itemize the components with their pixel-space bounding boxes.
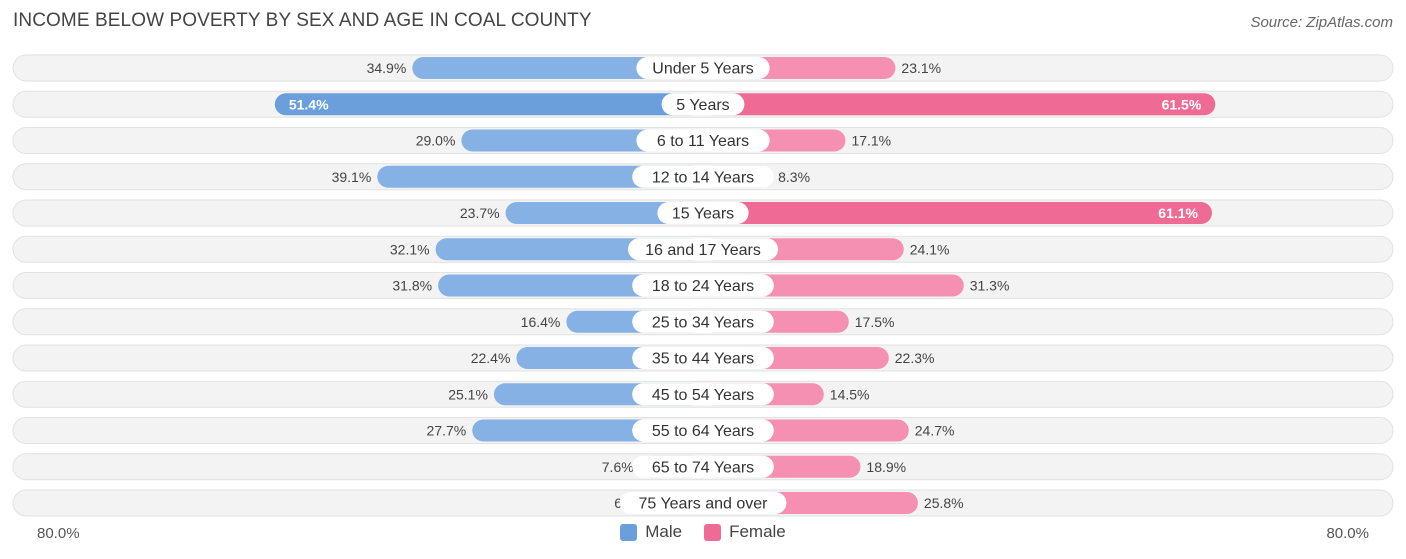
female-value-label: 23.1%: [901, 60, 941, 76]
category-pill: [632, 419, 774, 442]
category-label: 45 to 54 Years: [652, 387, 754, 404]
female-value-label: 61.5%: [1162, 96, 1202, 112]
female-value-label: 24.1%: [910, 241, 950, 257]
male-bar: [505, 202, 703, 224]
category-pill: [632, 274, 774, 297]
legend-female: Female: [704, 522, 786, 542]
category-pill: [632, 455, 774, 478]
female-value-label: 25.8%: [924, 495, 964, 511]
male-value-label: 29.0%: [416, 133, 456, 149]
male-value-label: 32.1%: [390, 241, 430, 257]
category-pill: [632, 383, 774, 406]
female-value-label: 17.1%: [851, 133, 891, 149]
category-label: 15 Years: [672, 206, 734, 223]
male-bar: [412, 57, 703, 79]
male-value-label: 39.1%: [332, 169, 372, 185]
female-bar: [703, 202, 1212, 224]
male-bar: [377, 165, 703, 188]
legend-male-swatch: [620, 523, 638, 541]
female-value-label: 31.3%: [970, 278, 1010, 294]
category-pill: [636, 57, 770, 79]
male-value-label: 22.4%: [471, 350, 511, 366]
male-value-label: 34.9%: [367, 60, 407, 76]
male-value-label: 7.6%: [602, 459, 634, 475]
axis-right-label: 80.0%: [1326, 525, 1369, 542]
female-value-label: 8.3%: [778, 169, 810, 185]
female-value-label: 61.1%: [1158, 205, 1198, 221]
category-label: 75 Years and over: [639, 496, 769, 513]
category-pill: [632, 165, 774, 188]
female-value-label: 22.3%: [895, 350, 935, 366]
source-credit: Source: ZipAtlas.com: [1250, 14, 1393, 31]
chart-plot: 34.9% 23.1% Under 5 Years 51.4% 61.5% 5 Years…: [12, 54, 1394, 517]
male-value-label: 51.4%: [289, 96, 329, 112]
male-value-label: 25.1%: [448, 386, 488, 402]
category-label: 18 to 24 Years: [652, 278, 754, 295]
category-label: 12 to 14 Years: [652, 169, 754, 186]
female-bar: [703, 93, 1216, 116]
category-label: 6 to 11 Years: [657, 133, 749, 150]
category-pill: [636, 129, 770, 152]
category-label: 55 to 64 Years: [652, 423, 754, 440]
category-label: 16 and 17 Years: [645, 242, 761, 259]
category-label: 5 Years: [676, 97, 729, 114]
male-bar: [274, 93, 703, 116]
category-pill: [661, 93, 745, 116]
legend: Male Female: [0, 522, 1406, 542]
axis-left-label: 80.0%: [37, 525, 80, 542]
category-pill: [632, 347, 774, 369]
category-label: 35 to 44 Years: [652, 351, 754, 368]
male-value-label: 27.7%: [427, 423, 467, 439]
category-label: 65 to 74 Years: [652, 459, 754, 476]
category-label: Under 5 Years: [652, 61, 753, 78]
female-value-label: 24.7%: [915, 423, 955, 439]
male-value-label: 23.7%: [460, 205, 500, 221]
legend-female-label: Female: [729, 522, 786, 541]
legend-male-label: Male: [645, 522, 683, 541]
category-pill: [632, 310, 774, 333]
legend-male: Male: [620, 522, 682, 542]
category-pill: [628, 238, 778, 261]
female-value-label: 17.5%: [855, 314, 895, 330]
female-value-label: 14.5%: [830, 386, 870, 402]
male-value-label: 16.4%: [521, 314, 561, 330]
female-value-label: 18.9%: [866, 459, 906, 475]
category-label: 25 to 34 Years: [652, 314, 754, 331]
legend-female-swatch: [704, 523, 722, 541]
chart-title: INCOME BELOW POVERTY BY SEX AND AGE IN C…: [13, 10, 592, 31]
category-pill: [657, 202, 749, 224]
male-value-label: 31.8%: [392, 278, 432, 294]
category-pill: [619, 492, 787, 514]
